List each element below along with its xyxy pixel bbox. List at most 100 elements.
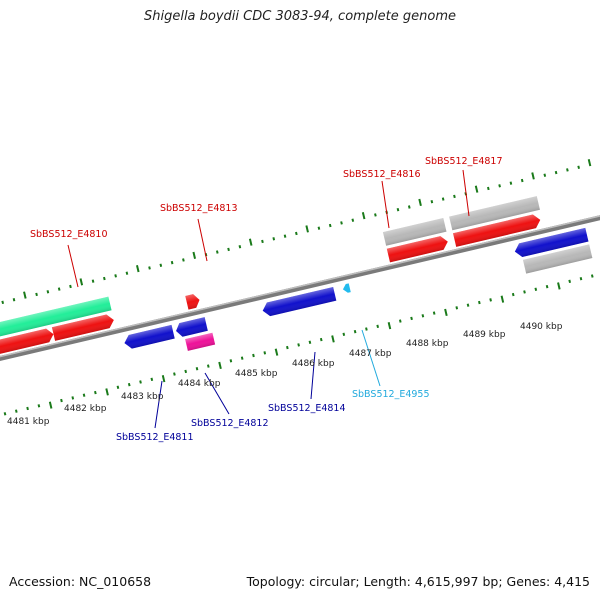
- minor-tick: [94, 390, 97, 395]
- major-tick: [557, 282, 561, 290]
- kbp-label: 4485 kbp: [235, 369, 278, 379]
- minor-tick: [441, 197, 445, 201]
- leader-E4955: [361, 329, 381, 387]
- leader-E4816: [381, 180, 390, 229]
- minor-tick: [206, 364, 210, 368]
- gene-label-E4817: SbBS512_E4817: [425, 156, 503, 167]
- minor-tick: [184, 369, 188, 374]
- gene-label-E4955: SbBS512_E4955: [352, 389, 430, 400]
- minor-tick: [308, 340, 312, 344]
- gene-label-E4811: SbBS512_E4811: [116, 432, 194, 443]
- minor-tick: [103, 276, 106, 281]
- kbp-label: 4489 kbp: [463, 330, 506, 340]
- major-tick: [48, 401, 53, 409]
- minor-tick: [353, 329, 357, 334]
- gene-blue-SbBS512_E4814[interactable]: [261, 287, 337, 318]
- minor-tick: [365, 327, 368, 331]
- major-tick: [444, 308, 448, 317]
- minor-tick: [240, 356, 244, 360]
- leader-E4817: [462, 169, 470, 217]
- minor-tick: [227, 247, 230, 252]
- kbp-label: 4482 kbp: [64, 404, 107, 414]
- gene-label-E4810: SbBS512_E4810: [30, 229, 108, 240]
- minor-tick: [396, 207, 400, 212]
- gene-blue-SbBS512_E4812[interactable]: [174, 317, 208, 338]
- gene-red-SbBS512_E4817[interactable]: [453, 213, 542, 247]
- minor-tick: [351, 218, 355, 222]
- major-tick: [218, 361, 222, 370]
- gene-grey-1[interactable]: [382, 218, 447, 246]
- minor-tick: [69, 284, 72, 289]
- major-tick: [500, 295, 505, 303]
- major-tick: [531, 172, 535, 180]
- major-tick: [79, 278, 84, 286]
- gene-red-1[interactable]: [0, 327, 55, 357]
- leader-E4814: [310, 351, 316, 400]
- minor-tick: [376, 324, 380, 329]
- minor-tick: [590, 274, 594, 278]
- minor-tick: [340, 221, 343, 225]
- minor-tick: [487, 186, 490, 191]
- minor-tick: [170, 260, 174, 265]
- minor-tick: [398, 319, 402, 323]
- leader-E4813: [197, 218, 208, 262]
- gene-red-SbBS512_E4813[interactable]: [185, 293, 201, 310]
- gene-cyan-SbBS512_E4955[interactable]: [342, 283, 351, 293]
- gene-grey-right[interactable]: [522, 244, 593, 274]
- minor-tick: [568, 279, 572, 284]
- minor-tick: [1, 300, 5, 305]
- minor-tick: [511, 292, 515, 297]
- major-tick: [23, 291, 27, 299]
- gene-teal-1[interactable]: [0, 296, 112, 340]
- kbp-label: 4481 kbp: [7, 417, 50, 427]
- minor-tick: [37, 404, 41, 408]
- gene-blue-SbBS512_E4811[interactable]: [123, 324, 175, 350]
- major-tick: [361, 212, 366, 220]
- major-tick: [587, 159, 592, 167]
- minor-tick: [328, 223, 332, 228]
- major-tick: [331, 335, 335, 343]
- gene-blue-right[interactable]: [513, 227, 589, 259]
- minor-tick: [342, 332, 346, 336]
- minor-tick: [229, 359, 233, 363]
- gene-red-SbBS512_E4816[interactable]: [386, 235, 450, 263]
- minor-tick: [297, 343, 300, 347]
- minor-tick: [534, 287, 538, 291]
- inner-tick-ring: [3, 274, 594, 416]
- kbp-label: 4488 kbp: [406, 339, 449, 349]
- minor-tick: [455, 306, 459, 310]
- minor-tick: [139, 380, 142, 384]
- minor-tick: [410, 316, 413, 321]
- gene-magenta-1[interactable]: [185, 332, 216, 351]
- minor-tick: [478, 300, 481, 305]
- gene-label-E4814: SbBS512_E4814: [268, 403, 346, 414]
- minor-tick: [150, 377, 154, 382]
- minor-tick: [238, 245, 242, 249]
- minor-tick: [261, 239, 264, 244]
- kbp-label: 4486 kbp: [292, 359, 335, 369]
- minor-tick: [317, 226, 321, 230]
- gene-grey-2[interactable]: [449, 196, 540, 231]
- kbp-label: 4483 kbp: [121, 392, 164, 402]
- minor-tick: [430, 200, 434, 204]
- gene-red-2[interactable]: [51, 313, 116, 341]
- minor-tick: [114, 274, 117, 278]
- minor-tick: [523, 290, 526, 294]
- minor-tick: [421, 314, 425, 318]
- minor-tick: [489, 298, 492, 302]
- minor-tick: [46, 290, 50, 294]
- major-tick: [474, 185, 479, 193]
- minor-tick: [453, 194, 456, 199]
- minor-tick: [26, 406, 29, 411]
- genome-stats-label: Topology: circular; Length: 4,615,997 bp…: [246, 574, 590, 589]
- minor-tick: [272, 237, 276, 241]
- minor-tick: [173, 372, 176, 376]
- minor-tick: [566, 168, 569, 172]
- major-tick: [192, 251, 197, 260]
- minor-tick: [554, 170, 558, 175]
- minor-tick: [252, 353, 255, 358]
- minor-tick: [509, 181, 513, 185]
- minor-tick: [14, 409, 18, 413]
- minor-tick: [91, 279, 95, 283]
